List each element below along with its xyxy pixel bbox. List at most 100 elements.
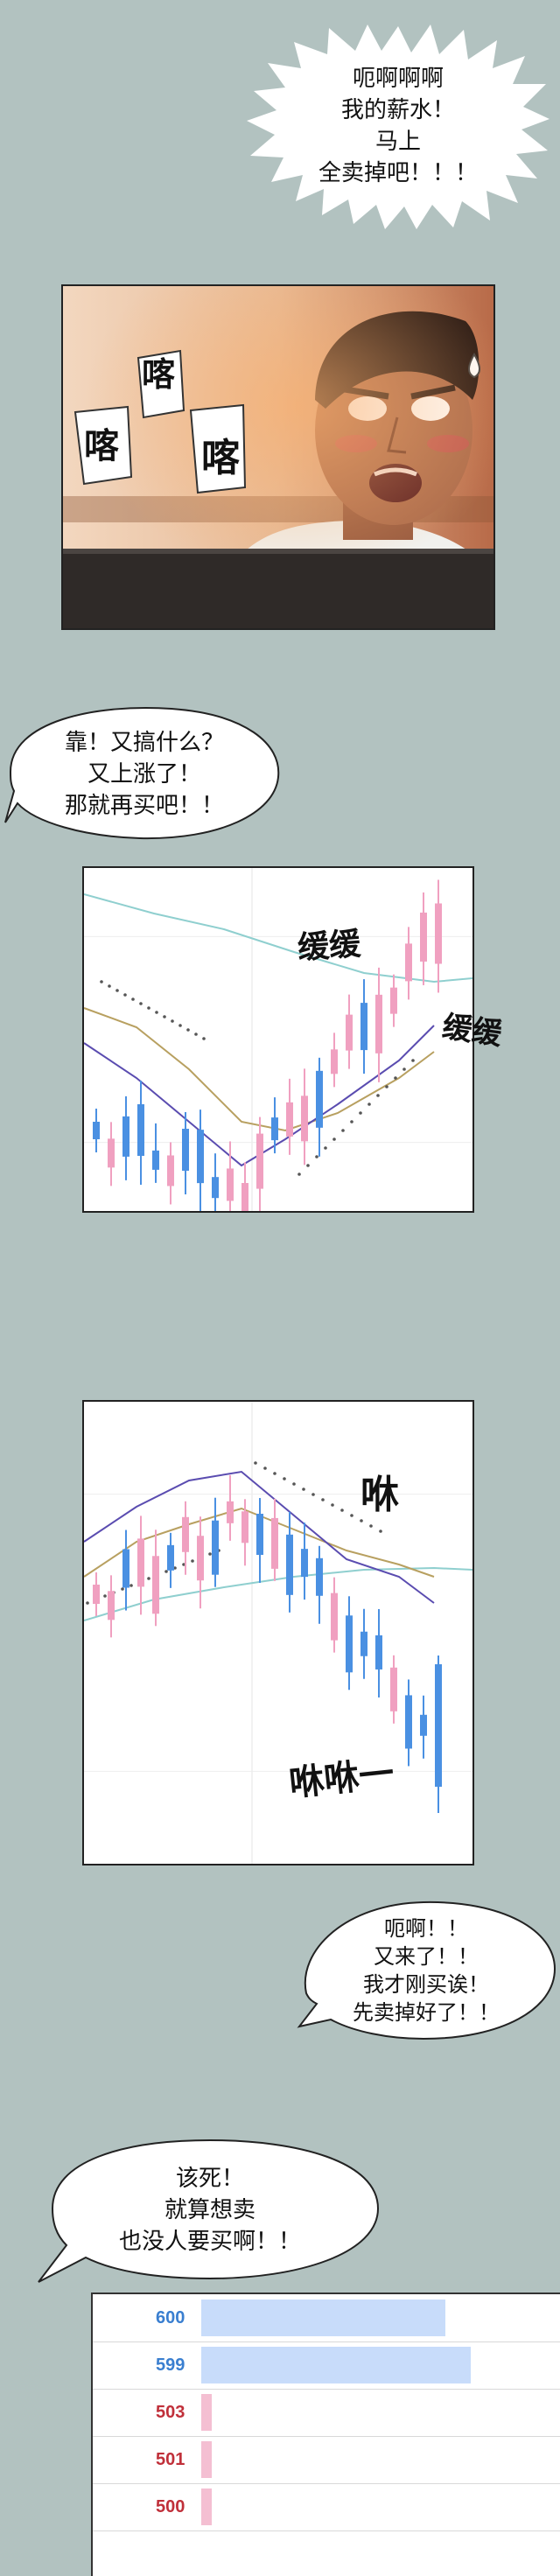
chart-1-svg: [84, 868, 472, 1211]
band-dot: [350, 1120, 354, 1124]
band-dot: [103, 1594, 107, 1598]
candle-body: [435, 1664, 442, 1787]
candle-body: [301, 1096, 308, 1142]
bid-volume-bar: [201, 2441, 212, 2478]
band-dot: [283, 1477, 286, 1480]
candle-body: [375, 994, 382, 1054]
candle-body: [256, 1514, 263, 1556]
candle-body: [331, 1592, 338, 1641]
bubble-line: 呃啊！！: [384, 1916, 468, 1941]
band-dot: [263, 1466, 267, 1470]
candle-body: [197, 1536, 204, 1581]
speech-bubble-rising: 靠！又搞什么？ 又上涨了！ 那就再买吧！！: [0, 700, 289, 849]
candle-body: [122, 1116, 130, 1157]
band-dot: [306, 1164, 310, 1167]
candle-body: [346, 1615, 353, 1673]
band-dot: [121, 1587, 124, 1591]
band-dot: [147, 1577, 150, 1580]
spiky-bubble-shape: [247, 24, 550, 229]
orderbook-row: 500: [93, 2483, 560, 2531]
candle-body: [346, 1014, 353, 1051]
shout-bubble-salary: 呃啊啊啊 我的薪水！ 马上 全卖掉吧！！！: [245, 21, 551, 231]
band-dot: [131, 998, 135, 1001]
candle-body: [242, 1183, 248, 1211]
band-dot: [411, 1059, 415, 1062]
bid-price: 501: [156, 2450, 186, 2469]
band-dot: [394, 1076, 397, 1080]
bubble-line: 也没人要买啊！！: [118, 2229, 301, 2255]
sfx-tap-3: 喀: [201, 436, 240, 480]
ask-volume-bar: [201, 2300, 445, 2336]
band-dot: [379, 1530, 382, 1533]
candle-body: [360, 1631, 368, 1656]
candle-body: [182, 1516, 189, 1552]
candle-body: [435, 903, 442, 964]
band-dot: [178, 1024, 182, 1027]
band-dot: [273, 1472, 276, 1475]
band-dot: [331, 1503, 334, 1507]
band-dot: [171, 1019, 174, 1023]
bid-volume-bar: [201, 2488, 212, 2525]
candle-body: [420, 912, 427, 962]
candle-body: [212, 1520, 219, 1575]
candle-body: [390, 987, 397, 1014]
band-dot: [100, 980, 103, 984]
candle-body: [271, 1517, 278, 1569]
bubble-line: 马上: [374, 129, 421, 155]
band-dot: [324, 1146, 327, 1150]
orderbook-row: 503: [93, 2389, 560, 2437]
orderbook-row: 501: [93, 2436, 560, 2484]
moving-average-line: [84, 1007, 435, 1132]
candle-body: [286, 1102, 293, 1137]
ask-price: 599: [156, 2356, 186, 2375]
band-dot: [292, 1482, 296, 1486]
candle-body: [167, 1544, 174, 1571]
candle-body: [256, 1133, 263, 1189]
band-dot: [163, 1015, 166, 1018]
sfx-tap-1: 喀: [142, 354, 176, 394]
bid-volume-bar: [201, 2394, 212, 2431]
candle-body: [405, 943, 412, 982]
band-dot: [164, 1570, 168, 1573]
band-dot: [86, 1601, 89, 1605]
bubble-line: 又上涨了！: [87, 761, 201, 788]
band-dot: [194, 1032, 198, 1036]
band-dot: [130, 1584, 133, 1587]
band-dot: [208, 1552, 212, 1556]
candle-body: [242, 1511, 248, 1544]
band-dot: [369, 1524, 373, 1528]
candlestick-chart-falling: [82, 1400, 474, 1866]
candle-body: [212, 1177, 219, 1199]
band-dot: [182, 1563, 186, 1566]
chart-2-svg: [84, 1402, 472, 1864]
orderbook-panel: 600 599 503 501 500: [91, 2292, 560, 2576]
moving-average-line: [84, 1507, 435, 1578]
candle-body: [360, 1003, 368, 1051]
candle-body: [152, 1556, 159, 1614]
band-dot: [254, 1461, 257, 1465]
band-dot: [385, 1085, 388, 1088]
candle-body: [390, 1667, 397, 1712]
moving-average-line: [84, 1470, 435, 1604]
candle-body: [197, 1130, 204, 1184]
band-dot: [155, 1011, 158, 1014]
candle-body: [122, 1549, 130, 1588]
band-dot: [186, 1028, 190, 1032]
band-dot: [332, 1138, 336, 1141]
panel-man-typing: 喀 喀 喀: [61, 284, 495, 630]
band-dot: [350, 1514, 354, 1517]
band-dot: [360, 1519, 363, 1522]
bubble-line: 我的薪水！: [340, 97, 455, 123]
speech-bubble-shape: [297, 1900, 556, 2040]
candle-body: [137, 1103, 144, 1156]
candle-body: [93, 1585, 100, 1604]
bubble-line: 靠！又搞什么？: [64, 730, 224, 756]
band-dot: [321, 1498, 325, 1502]
candle-body: [137, 1538, 144, 1587]
sfx-swoosh-1: 咻: [360, 1473, 399, 1517]
candle-body: [405, 1695, 412, 1749]
band-dot: [173, 1566, 177, 1570]
band-dot: [108, 984, 111, 988]
man-illustration: [63, 286, 494, 628]
candle-body: [227, 1501, 234, 1523]
